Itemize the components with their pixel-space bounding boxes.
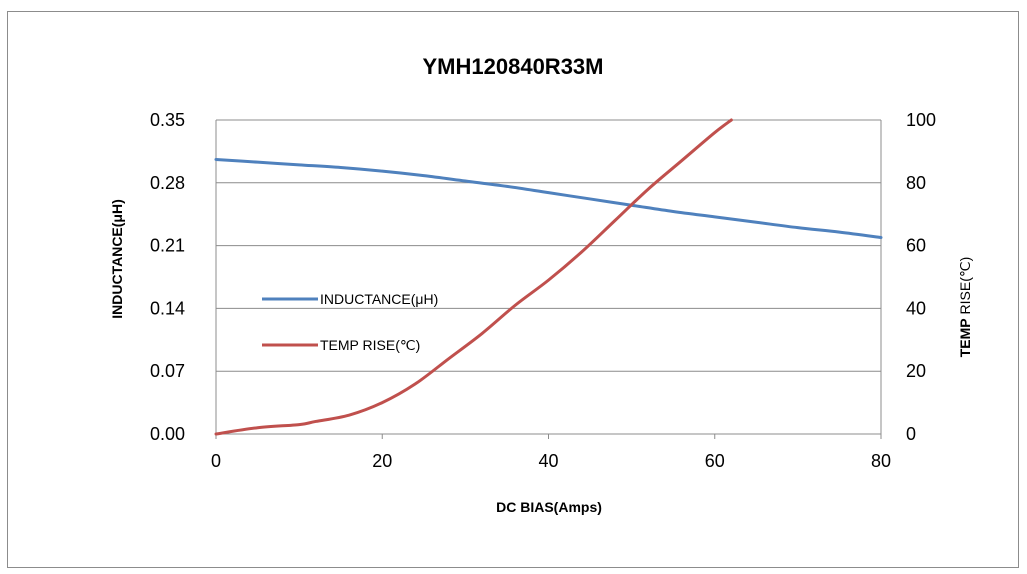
- inductance-line: [214, 157, 883, 240]
- y-tick-label: 0.35: [150, 110, 185, 130]
- y-tick-label: 0.07: [150, 361, 185, 381]
- y2-tick-label: 60: [906, 236, 926, 256]
- y-tick-label: 0.00: [150, 424, 185, 444]
- y2-tick-label: 100: [906, 110, 936, 130]
- x-axis-title: DC BIAS(Amps): [496, 499, 602, 515]
- y2-axis-title: TEMP RISE(℃): [957, 257, 973, 358]
- tick-labels: 0.00 0.07 0.14 0.21 0.28 0.35 0 20 40 60 80 100 0 20 4…: [150, 110, 936, 471]
- y-tick-label: 0.14: [150, 298, 185, 318]
- axes: [215, 120, 882, 439]
- y2-axis-title-bold: TEMP: [957, 318, 973, 357]
- x-tick-label: 60: [705, 451, 725, 471]
- series: [214, 118, 883, 436]
- y2-tick-label: 0: [906, 424, 916, 444]
- y-axis-title: INDUCTANCE(μH): [109, 199, 125, 319]
- y2-tick-label: 40: [906, 298, 926, 318]
- x-tick-label: 0: [211, 451, 221, 471]
- x-tick-label: 40: [538, 451, 558, 471]
- y2-tick-label: 80: [906, 173, 926, 193]
- legend: INDUCTANCE(μH) TEMP RISE(℃): [262, 291, 438, 353]
- legend-label: TEMP RISE(℃): [320, 337, 420, 353]
- chart-title: YMH120840R33M: [423, 54, 604, 79]
- chart-frame: [7, 11, 1019, 568]
- y-tick-label: 0.28: [150, 173, 185, 193]
- x-tick-label: 20: [372, 451, 392, 471]
- y2-tick-label: 20: [906, 361, 926, 381]
- legend-label: INDUCTANCE(μH): [320, 291, 438, 307]
- temp-rise-line: [214, 118, 733, 436]
- y-tick-label: 0.21: [150, 236, 185, 256]
- x-tick-label: 80: [871, 451, 891, 471]
- y2-axis-title-rest: RISE(℃): [957, 257, 973, 319]
